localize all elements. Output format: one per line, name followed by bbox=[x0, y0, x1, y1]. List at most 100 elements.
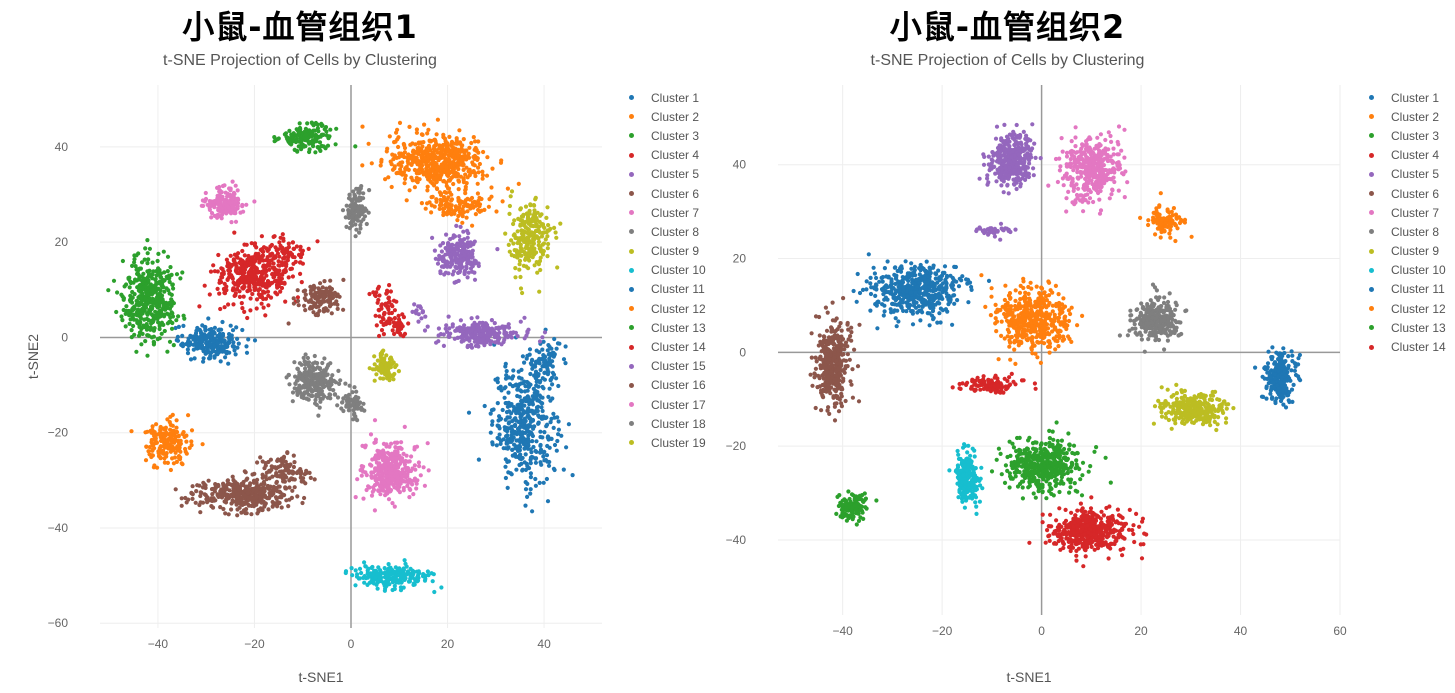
legend-item-cluster-1[interactable]: Cluster 1 bbox=[1360, 88, 1446, 107]
legend-item-cluster-8[interactable]: Cluster 8 bbox=[1360, 222, 1446, 241]
legend-item-cluster-11[interactable]: Cluster 11 bbox=[620, 280, 706, 299]
legend-marker-icon bbox=[1369, 133, 1374, 139]
legend-label: Cluster 6 bbox=[651, 186, 700, 201]
series-cluster-6 bbox=[286, 277, 346, 326]
series-cluster-2 bbox=[360, 117, 521, 228]
legend-marker-icon bbox=[629, 440, 634, 446]
legend-marker-icon bbox=[629, 152, 634, 158]
legend-label: Cluster 5 bbox=[651, 167, 700, 182]
legend-marker-icon bbox=[1369, 191, 1374, 197]
chart-2-subtitle: t-SNE Projection of Cells by Clustering bbox=[870, 52, 1145, 69]
legend-item-cluster-7[interactable]: Cluster 7 bbox=[620, 203, 706, 222]
legend-item-cluster-15[interactable]: Cluster 15 bbox=[620, 357, 706, 376]
series-cluster-7 bbox=[199, 179, 257, 225]
series-cluster-14 bbox=[950, 371, 1038, 395]
legend-marker-icon bbox=[629, 382, 634, 388]
legend-marker-icon bbox=[629, 229, 634, 235]
legend-label: Cluster 15 bbox=[651, 359, 706, 374]
series-cluster-7 bbox=[1046, 124, 1130, 216]
legend-item-cluster-9[interactable]: Cluster 9 bbox=[1360, 242, 1446, 261]
series-cluster-17 bbox=[353, 418, 431, 513]
legend-item-cluster-14[interactable]: Cluster 14 bbox=[1360, 337, 1446, 356]
scatter-points bbox=[106, 117, 575, 595]
series-cluster-5 bbox=[422, 223, 548, 350]
legend-label: Cluster 16 bbox=[651, 378, 706, 393]
legend-label: Cluster 17 bbox=[651, 397, 706, 412]
legend-item-cluster-13[interactable]: Cluster 13 bbox=[1360, 318, 1446, 337]
legend-label: Cluster 2 bbox=[1391, 109, 1440, 124]
legend-item-cluster-4[interactable]: Cluster 4 bbox=[1360, 146, 1446, 165]
legend-label: Cluster 4 bbox=[1391, 148, 1440, 163]
legend-item-cluster-5[interactable]: Cluster 5 bbox=[1360, 165, 1446, 184]
legend-item-cluster-2[interactable]: Cluster 2 bbox=[620, 107, 706, 126]
legend-item-cluster-17[interactable]: Cluster 17 bbox=[620, 395, 706, 414]
legend-marker-icon bbox=[629, 210, 634, 216]
legend-item-cluster-12[interactable]: Cluster 12 bbox=[1360, 299, 1446, 318]
legend-item-cluster-11[interactable]: Cluster 11 bbox=[1360, 280, 1446, 299]
legend-item-cluster-3[interactable]: Cluster 3 bbox=[1360, 126, 1446, 145]
legend-item-cluster-13[interactable]: Cluster 13 bbox=[620, 318, 706, 337]
series-cluster-1 bbox=[851, 252, 992, 331]
legend-item-cluster-18[interactable]: Cluster 18 bbox=[620, 414, 706, 433]
legend-label: Cluster 8 bbox=[651, 224, 700, 239]
legend-item-cluster-14[interactable]: Cluster 14 bbox=[620, 337, 706, 356]
legend-label: Cluster 13 bbox=[1391, 320, 1446, 335]
legend-label: Cluster 5 bbox=[1391, 167, 1440, 182]
y-axis-label: t-SNE2 bbox=[25, 334, 41, 379]
series-cluster-12 bbox=[129, 412, 205, 473]
chart-panel-1: 小鼠-血管组织1 t-SNE Projection of Cells by Cl… bbox=[0, 0, 720, 693]
legend-marker-icon bbox=[629, 306, 634, 312]
legend-marker-icon bbox=[629, 267, 634, 273]
legend-item-cluster-1[interactable]: Cluster 1 bbox=[620, 88, 706, 107]
chart-1-subtitle: t-SNE Projection of Cells by Clustering bbox=[163, 52, 437, 69]
legend-item-cluster-2[interactable]: Cluster 2 bbox=[1360, 107, 1446, 126]
legend-item-cluster-7[interactable]: Cluster 7 bbox=[1360, 203, 1446, 222]
legend-item-cluster-8[interactable]: Cluster 8 bbox=[620, 222, 706, 241]
legend-item-cluster-6[interactable]: Cluster 6 bbox=[1360, 184, 1446, 203]
legend-marker-icon bbox=[629, 325, 634, 331]
legend-marker-icon bbox=[1369, 210, 1374, 216]
series-cluster-4 bbox=[1027, 495, 1149, 569]
chart-2-legend: Cluster 1 Cluster 2 Cluster 3 Cluster 4 Clus… bbox=[1360, 88, 1446, 357]
chart-1-title: 小鼠-血管组织1 bbox=[182, 8, 418, 46]
chart-panel-2: 小鼠-血管组织2 t-SNE Projection of Cells by Cl… bbox=[720, 0, 1455, 693]
series-cluster-8 bbox=[1117, 282, 1189, 354]
legend-label: Cluster 3 bbox=[1391, 128, 1440, 143]
series-cluster-15 bbox=[410, 302, 428, 324]
legend-item-cluster-19[interactable]: Cluster 19 bbox=[620, 433, 706, 452]
legend-label: Cluster 10 bbox=[651, 263, 706, 278]
legend-label: Cluster 7 bbox=[651, 205, 700, 220]
legend-marker-icon bbox=[629, 95, 634, 101]
legend-label: Cluster 3 bbox=[651, 128, 700, 143]
legend-marker-icon bbox=[629, 363, 634, 369]
series-cluster-4 bbox=[197, 230, 320, 321]
legend-item-cluster-4[interactable]: Cluster 4 bbox=[620, 146, 706, 165]
legend-marker-icon bbox=[1369, 344, 1374, 350]
legend-label: Cluster 7 bbox=[1391, 205, 1440, 220]
legend-label: Cluster 12 bbox=[651, 301, 706, 316]
legend-marker-icon bbox=[629, 191, 634, 197]
legend-item-cluster-3[interactable]: Cluster 3 bbox=[620, 126, 706, 145]
legend-item-cluster-9[interactable]: Cluster 9 bbox=[620, 242, 706, 261]
legend-item-cluster-6[interactable]: Cluster 6 bbox=[620, 184, 706, 203]
legend-item-cluster-10[interactable]: Cluster 10 bbox=[1360, 261, 1446, 280]
chart-1-legend: Cluster 1 Cluster 2 Cluster 3 Cluster 4 Clus… bbox=[620, 88, 706, 453]
legend-item-cluster-12[interactable]: Cluster 12 bbox=[620, 299, 706, 318]
legend-label: Cluster 6 bbox=[1391, 186, 1440, 201]
legend-label: Cluster 12 bbox=[1391, 301, 1446, 316]
legend-item-cluster-16[interactable]: Cluster 16 bbox=[620, 376, 706, 395]
legend-marker-icon bbox=[629, 133, 634, 139]
legend-marker-icon bbox=[629, 421, 634, 427]
legend-label: Cluster 8 bbox=[1391, 224, 1440, 239]
legend-item-cluster-5[interactable]: Cluster 5 bbox=[620, 165, 706, 184]
series-cluster-8 bbox=[340, 184, 372, 239]
legend-item-cluster-10[interactable]: Cluster 10 bbox=[620, 261, 706, 280]
series-cluster-1 bbox=[466, 327, 575, 514]
series-cluster-3 bbox=[272, 120, 358, 155]
legend-label: Cluster 14 bbox=[651, 340, 706, 355]
series-cluster-2 bbox=[979, 273, 1085, 366]
legend-marker-icon bbox=[1369, 306, 1374, 312]
